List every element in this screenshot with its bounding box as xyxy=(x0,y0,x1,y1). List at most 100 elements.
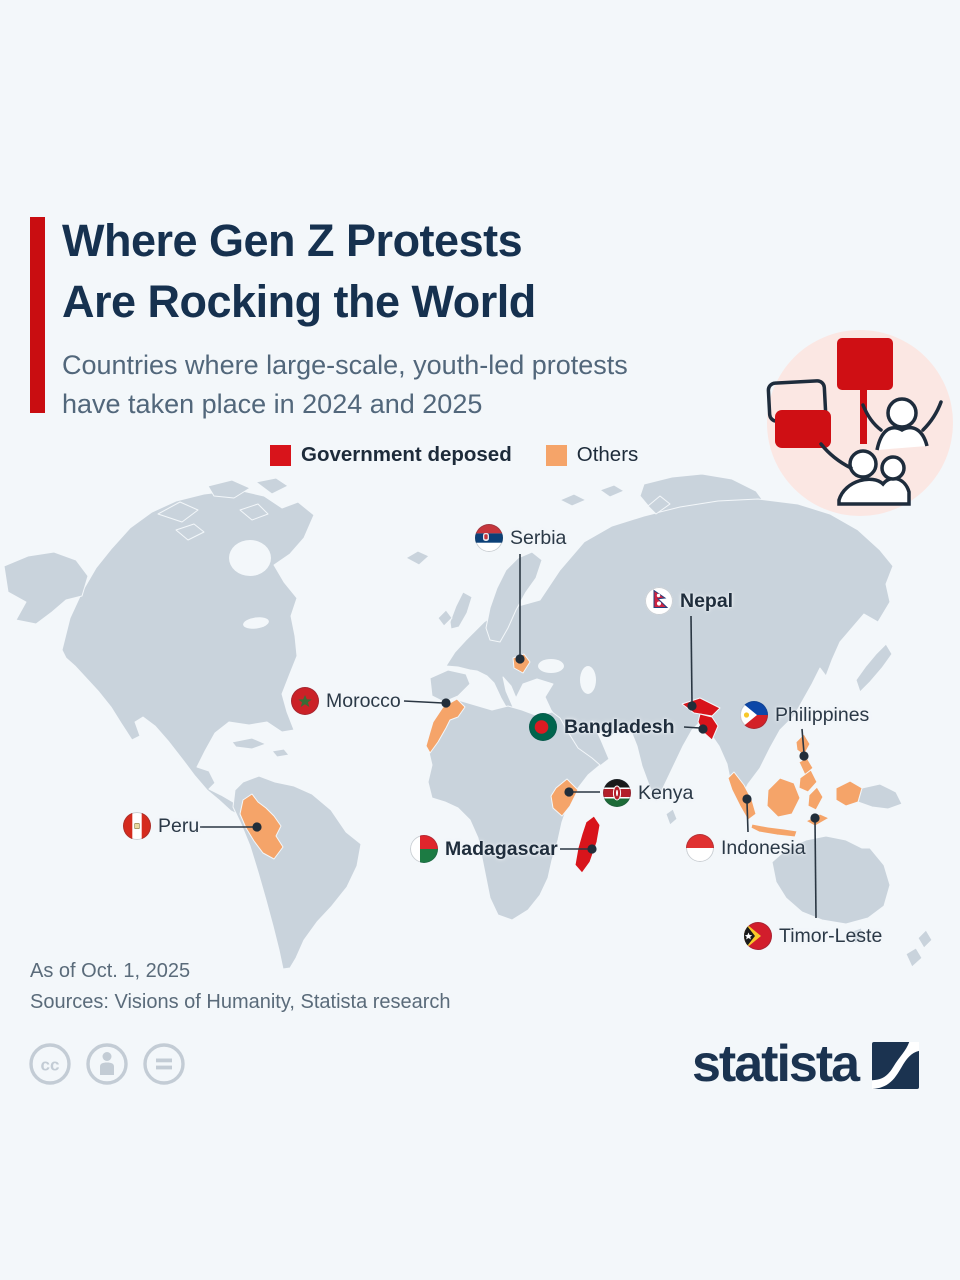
legend-label-others: Others xyxy=(576,443,639,466)
title-accent-bar xyxy=(30,217,45,413)
country-label-nepal: Nepal xyxy=(645,587,733,615)
nepal-flag-icon xyxy=(645,587,673,615)
protester-head-icon xyxy=(880,455,906,481)
page-subtitle: Countries where large-scale, youth-led p… xyxy=(62,346,628,424)
as-of-date: As of Oct. 1, 2025 xyxy=(30,960,191,982)
legend-swatch-others xyxy=(545,444,567,466)
map-svalbard xyxy=(559,493,587,507)
title-line1: Where Gen Z Protests xyxy=(62,215,523,266)
cc-license-icons[interactable]: cc xyxy=(28,1042,186,1086)
map-britain xyxy=(449,591,473,630)
map-hudson-bay xyxy=(229,540,271,576)
map-africa xyxy=(427,699,601,921)
map-indonesia-java xyxy=(750,823,798,838)
map-dot-timor-leste xyxy=(810,813,820,823)
cc-icon[interactable]: cc xyxy=(28,1042,72,1086)
statista-logo[interactable]: statista xyxy=(692,1035,920,1094)
map-tasmania xyxy=(849,927,866,944)
madagascar-flag-icon xyxy=(410,835,438,863)
cc-by-icon[interactable] xyxy=(85,1042,129,1086)
map-dot-nepal xyxy=(687,701,697,711)
map-japan xyxy=(855,643,893,693)
subtitle-line1: Countries where large-scale, youth-led p… xyxy=(62,350,628,380)
map-dot-madagascar xyxy=(587,844,597,854)
map-caspian-sea xyxy=(580,666,596,694)
morocco-flag-icon xyxy=(291,687,319,715)
map-arctic-islands xyxy=(239,503,269,521)
map-indonesia-papua xyxy=(835,780,863,807)
map-black-sea xyxy=(538,659,564,673)
country-label-bangladesh: Bangladesh xyxy=(529,713,675,741)
indonesia-flag-icon xyxy=(686,834,714,862)
country-label-timor-leste: Timor-Leste xyxy=(744,922,882,950)
map-philippines-highlight xyxy=(798,769,818,793)
cc-nd-icon[interactable] xyxy=(142,1042,186,1086)
map-dot-morocco xyxy=(441,698,451,708)
map-dot-philippines xyxy=(799,751,809,761)
statista-wordmark: statista xyxy=(692,1035,860,1093)
sign-red-icon xyxy=(775,410,831,448)
map-dot-indonesia xyxy=(742,794,752,804)
serbia-flag-icon xyxy=(475,524,503,552)
leader-line-bangladesh xyxy=(683,726,701,729)
sources-line: Sources: Visions of Humanity, Statista r… xyxy=(30,991,451,1013)
map-svalbard xyxy=(599,484,625,498)
protester-head-icon xyxy=(886,397,918,429)
map-hispaniola xyxy=(271,748,290,758)
map-madagascar-highlight xyxy=(574,815,601,874)
map-eurasia xyxy=(445,498,894,803)
leader-line-indonesia xyxy=(746,801,749,833)
page-title: Where Gen Z Protests Are Rocking the Worl… xyxy=(62,210,536,332)
map-australia xyxy=(771,835,891,925)
map-scandinavia xyxy=(485,551,543,643)
map-dot-kenya xyxy=(564,787,574,797)
map-sri-lanka xyxy=(665,808,678,826)
timor-leste-flag-icon xyxy=(744,922,772,950)
leader-line-philippines xyxy=(801,728,805,754)
map-bangladesh-highlight xyxy=(697,713,719,741)
map-great-lakes xyxy=(243,617,269,629)
bangladesh-flag-icon xyxy=(529,713,557,741)
protest-illustration xyxy=(755,318,960,528)
protester-head-icon xyxy=(848,449,878,479)
kenya-flag-icon xyxy=(603,779,631,807)
placard-icon xyxy=(837,338,893,390)
country-label-peru: Peru xyxy=(123,812,199,840)
country-label-morocco: Morocco xyxy=(291,687,401,715)
map-dot-bangladesh xyxy=(698,724,708,734)
map-new-guinea-east xyxy=(857,783,903,810)
map-indonesia-sulawesi xyxy=(807,786,824,811)
map-arctic-islands xyxy=(175,523,205,541)
map-dot-serbia xyxy=(515,654,525,664)
map-arctic-islands xyxy=(207,479,251,499)
peru-flag-icon xyxy=(123,812,151,840)
map-morocco-highlight xyxy=(425,698,466,754)
subtitle-line2: have taken place in 2024 and 2025 xyxy=(62,389,483,419)
leader-line-timor-leste xyxy=(814,819,817,919)
map-iceland xyxy=(405,550,430,566)
legend-swatch-government-deposed xyxy=(270,444,291,466)
map-indonesia-borneo xyxy=(766,777,801,818)
map-alaska xyxy=(3,551,89,625)
map-ireland xyxy=(437,609,453,627)
philippines-flag-icon xyxy=(740,701,768,729)
legend: Government deposed Others xyxy=(270,443,638,467)
country-label-kenya: Kenya xyxy=(603,779,693,807)
legend-label-government-deposed: Government deposed xyxy=(301,443,512,466)
map-dot-peru xyxy=(252,822,262,832)
map-novaya-zemlya xyxy=(647,495,671,515)
country-label-serbia: Serbia xyxy=(475,524,566,552)
map-arctic-islands xyxy=(255,477,289,495)
title-line2: Are Rocking the World xyxy=(62,276,536,327)
country-label-philippines: Philippines xyxy=(740,701,869,729)
world-map xyxy=(3,473,933,970)
map-cuba xyxy=(231,737,267,750)
map-arctic-islands xyxy=(157,501,199,523)
country-label-madagascar: Madagascar xyxy=(410,835,558,863)
leader-line-morocco xyxy=(403,700,444,704)
country-label-indonesia: Indonesia xyxy=(686,834,806,862)
leader-line-nepal xyxy=(690,615,693,704)
map-iberia xyxy=(429,669,471,703)
svg-text:cc: cc xyxy=(41,1056,60,1075)
